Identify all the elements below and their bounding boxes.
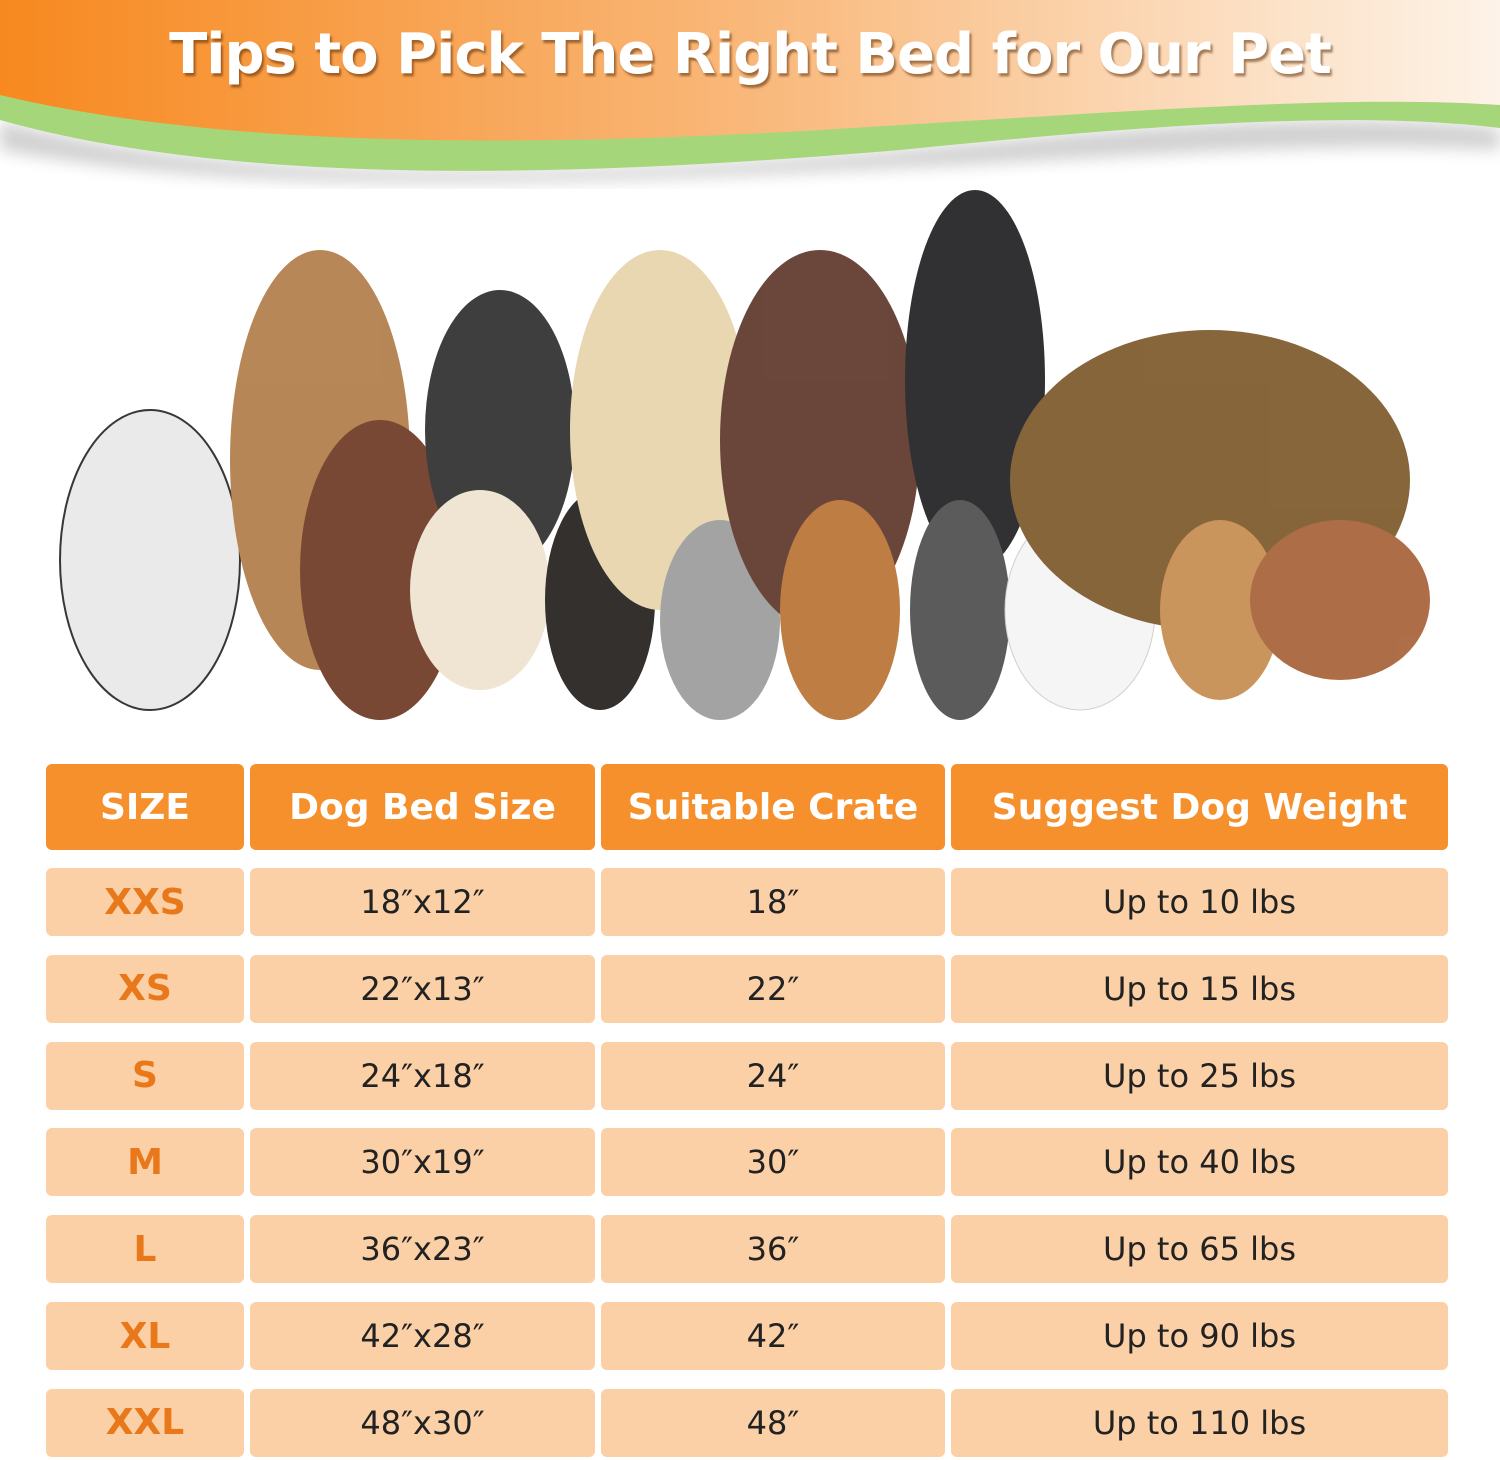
cell-size: M xyxy=(46,1128,244,1197)
cell-dog-bed-size: 22″x13″ xyxy=(250,954,595,1023)
cell-suggest-dog-weight: Up to 90 lbs xyxy=(951,1302,1448,1370)
dogs-group-photo xyxy=(59,190,1430,720)
cell-dog-bed-size: 36″x23″ xyxy=(250,1215,595,1284)
header-suitable-crate: Suitable Crate xyxy=(601,764,945,850)
cell-size: XS xyxy=(46,954,244,1023)
cell-size: L xyxy=(46,1215,244,1284)
cell-dog-bed-size: 48″x30″ xyxy=(250,1388,595,1457)
cell-dog-bed-size: 42″x28″ xyxy=(250,1302,595,1370)
cell-suitable-crate: 42″ xyxy=(601,1302,945,1370)
header-dog-bed-size: Dog Bed Size xyxy=(250,764,595,850)
cell-suitable-crate: 18″ xyxy=(601,868,945,936)
cell-suggest-dog-weight: Up to 25 lbs xyxy=(951,1041,1448,1110)
page-title: Tips to Pick The Right Bed for Our Pet xyxy=(169,22,1332,87)
cell-suggest-dog-weight: Up to 40 lbs xyxy=(951,1128,1448,1197)
cell-suggest-dog-weight: Up to 10 lbs xyxy=(951,868,1448,936)
header-suggest-dog-weight: Suggest Dog Weight xyxy=(951,764,1448,850)
cell-suggest-dog-weight: Up to 15 lbs xyxy=(951,954,1448,1023)
cell-size: XXS xyxy=(46,868,244,936)
cell-dog-bed-size: 24″x18″ xyxy=(250,1041,595,1110)
cell-suitable-crate: 30″ xyxy=(601,1128,945,1197)
cell-suitable-crate: 22″ xyxy=(601,954,945,1023)
cell-size: XL xyxy=(46,1302,244,1370)
cell-suitable-crate: 24″ xyxy=(601,1041,945,1110)
cell-dog-bed-size: 30″x19″ xyxy=(250,1128,595,1197)
cell-suggest-dog-weight: Up to 110 lbs xyxy=(951,1388,1448,1457)
header-banner xyxy=(0,0,1500,183)
cell-size: S xyxy=(46,1041,244,1110)
cell-dog-bed-size: 18″x12″ xyxy=(250,868,595,936)
cell-suitable-crate: 36″ xyxy=(601,1215,945,1284)
cell-size: XXL xyxy=(46,1388,244,1457)
cell-suitable-crate: 48″ xyxy=(601,1388,945,1457)
header-size: SIZE xyxy=(46,764,244,850)
cell-suggest-dog-weight: Up to 65 lbs xyxy=(951,1215,1448,1284)
